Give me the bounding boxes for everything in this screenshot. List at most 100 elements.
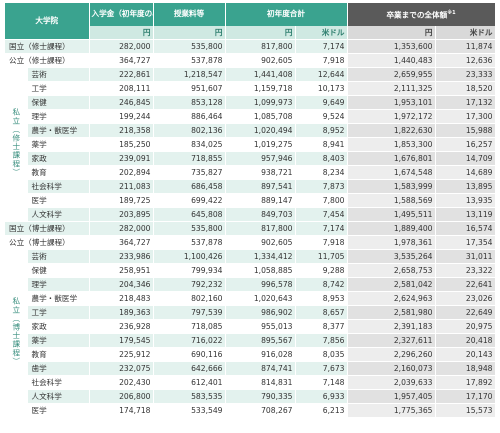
table-row: 人文科学 206,800 583,535 790,335 6,933 1,957,405 1… [5,389,496,404]
cell-first-usd: 11,705 [295,249,348,264]
col-header-tuition: 授業料等 [153,3,226,26]
tuition-table-container: 大学院 入学金（初年度のみ） 授業料等 初年度合計 卒業までの全体額※1 円 円… [5,3,496,417]
cell-total-usd: 17,354 [435,235,496,250]
cell-total-yen: 1,972,172 [347,109,436,124]
cell-total-usd: 16,257 [435,137,496,152]
cell-entrance: 185,250 [89,137,154,152]
table-row: 公立（修士課程） 364,727 537,878 902,605 7,918 1,440,… [5,53,496,68]
cell-total-yen: 1,822,630 [347,123,436,138]
cell-first-usd: 7,454 [295,207,348,222]
field-name: 工学 [27,305,90,320]
cell-total-usd: 17,132 [435,95,496,110]
cell-total-yen: 2,581,980 [347,305,436,320]
field-name: 農学・獣医学 [27,123,90,138]
cell-tuition: 690,116 [153,347,226,362]
field-name: 工学 [27,81,90,96]
cell-entrance: 282,000 [89,39,154,54]
cell-entrance: 206,800 [89,389,154,404]
cell-total-yen: 2,658,753 [347,263,436,278]
table-row: 私立（博士課程） 芸術 233,986 1,100,426 1,334,412 11,70… [5,249,496,417]
col-header-total: 卒業までの全体額※1 [347,3,496,26]
cell-total-yen: 2,160,073 [347,361,436,376]
cell-first-usd: 9,524 [295,109,348,124]
university-name: 国立（博士課程） [5,221,90,236]
field-name: 薬学 [27,137,90,152]
table-row: 家政 236,928 718,085 955,013 8,377 2,391,183 20,… [5,319,496,334]
cell-tuition: 799,934 [153,263,226,278]
total-note: ※1 [447,10,456,16]
field-name: 保健 [27,95,90,110]
cell-first-yen: 1,020,643 [225,291,296,306]
cell-tuition: 802,160 [153,291,226,306]
cell-entrance: 189,725 [89,193,154,208]
cell-first-yen: 790,335 [225,389,296,404]
cell-tuition: 718,855 [153,151,226,166]
cell-total-yen: 1,978,361 [347,235,436,250]
cell-total-usd: 17,300 [435,109,496,124]
cell-total-usd: 18,948 [435,361,496,376]
cell-first-usd: 8,234 [295,165,348,180]
total-label: 卒業までの全体額 [386,10,448,20]
cell-first-yen: 1,085,708 [225,109,296,124]
cell-total-yen: 1,583,999 [347,179,436,194]
cell-first-yen: 895,567 [225,333,296,348]
cell-total-usd: 20,143 [435,347,496,362]
cell-total-usd: 22,649 [435,305,496,320]
table-row: 薬学 185,250 834,025 1,019,275 8,941 1,853,300 1… [5,137,496,152]
private-master-group-label-text: 私立（修士課程） [11,107,21,177]
cell-total-usd: 31,011 [435,249,496,264]
table-row: 歯学 232,075 642,666 874,741 7,673 2,160,073 18,… [5,361,496,376]
cell-entrance: 364,727 [89,53,154,68]
cell-entrance: 202,894 [89,165,154,180]
cell-first-usd: 10,173 [295,81,348,96]
cell-first-usd: 8,941 [295,137,348,152]
cell-total-yen: 2,624,963 [347,291,436,306]
col-header-entrance: 入学金（初年度のみ） [89,3,154,26]
cell-tuition: 951,607 [153,81,226,96]
cell-total-usd: 13,935 [435,193,496,208]
cell-first-usd: 7,174 [295,221,348,236]
cell-total-usd: 23,322 [435,263,496,278]
cell-total-yen: 2,327,611 [347,333,436,348]
cell-first-usd: 8,953 [295,291,348,306]
table-row: 保健 246,845 853,128 1,099,973 9,649 1,953,101 1… [5,95,496,110]
unit-yen-tuition: 円 [153,25,226,40]
cell-first-yen: 1,020,494 [225,123,296,138]
cell-total-yen: 1,853,300 [347,137,436,152]
cell-first-usd: 6,933 [295,389,348,404]
field-name: 農学・獣医学 [27,291,90,306]
cell-entrance: 364,727 [89,235,154,250]
cell-first-usd: 7,856 [295,333,348,348]
cell-first-yen: 902,605 [225,53,296,68]
cell-total-yen: 1,588,569 [347,193,436,208]
cell-first-yen: 1,441,408 [225,67,296,82]
cell-entrance: 208,111 [89,81,154,96]
university-name: 公立（修士課程） [5,53,90,68]
graduate-tuition-table: 大学院 入学金（初年度のみ） 授業料等 初年度合計 卒業までの全体額※1 円 円… [5,3,496,417]
unit-usd-first: 米ドル [295,25,348,40]
table-row: 教育 225,912 690,116 916,028 8,035 2,296,260 20,… [5,347,496,362]
cell-first-usd: 7,148 [295,375,348,390]
university-name: 公立（博士課程） [5,235,90,250]
field-name: 社会科学 [27,375,90,390]
cell-first-usd: 7,873 [295,179,348,194]
unit-yen-first: 円 [225,25,296,40]
cell-first-usd: 9,288 [295,263,348,278]
cell-total-yen: 1,957,405 [347,389,436,404]
field-name: 理学 [27,277,90,292]
cell-entrance: 218,358 [89,123,154,138]
cell-total-yen: 1,775,365 [347,403,436,417]
cell-first-yen: 1,019,275 [225,137,296,152]
cell-total-usd: 22,641 [435,277,496,292]
cell-entrance: 189,363 [89,305,154,320]
cell-tuition: 797,539 [153,305,226,320]
unit-usd-total: 米ドル [435,25,496,40]
col-header-first-year: 初年度合計 [225,3,348,26]
cell-first-yen: 817,800 [225,39,296,54]
field-name: 人文科学 [27,389,90,404]
cell-tuition: 583,535 [153,389,226,404]
cell-first-yen: 849,703 [225,207,296,222]
field-name: 教育 [27,165,90,180]
cell-total-yen: 3,535,264 [347,249,436,264]
col-header-university: 大学院 [5,3,90,40]
